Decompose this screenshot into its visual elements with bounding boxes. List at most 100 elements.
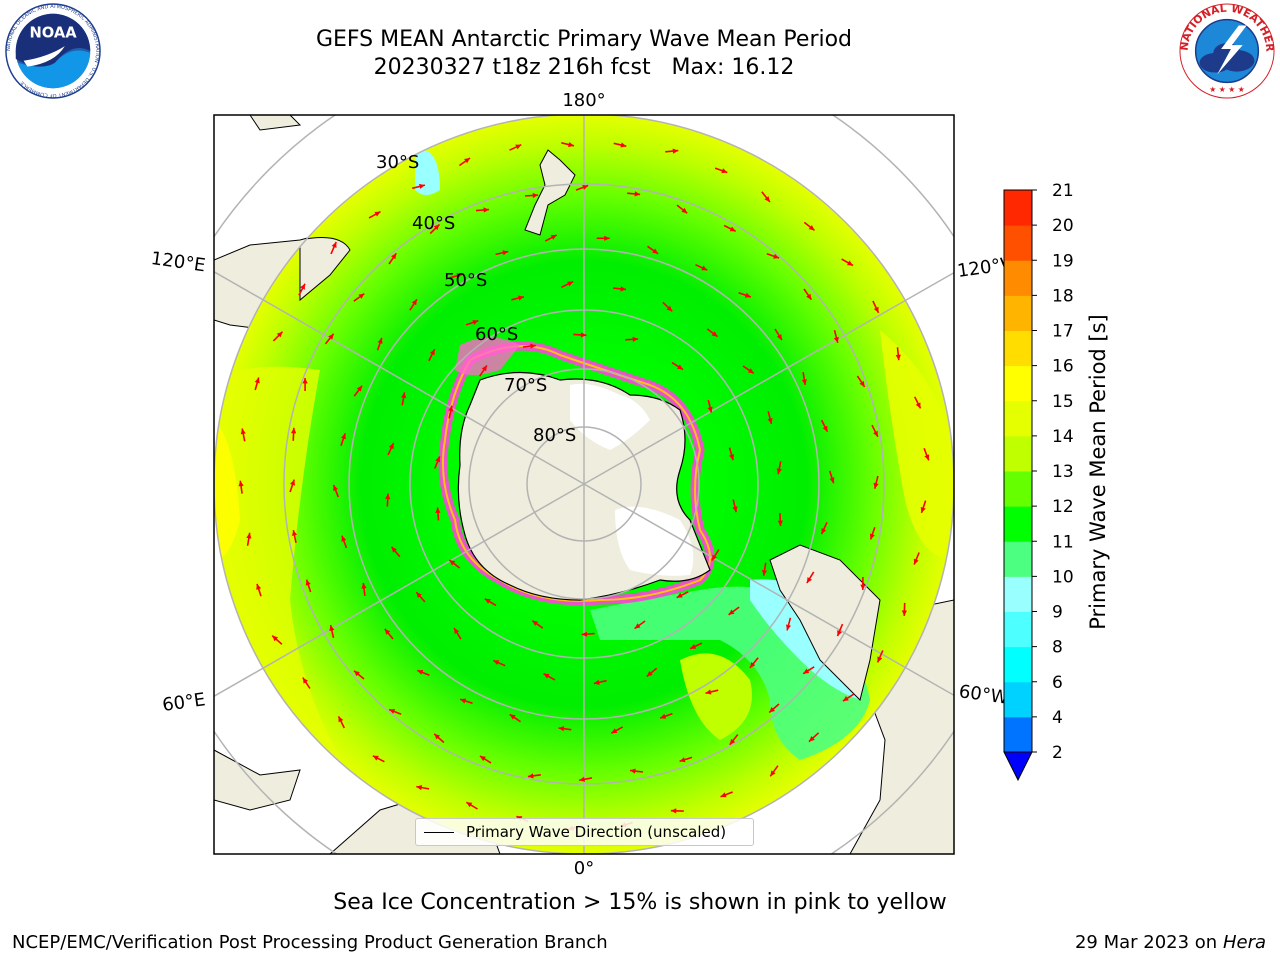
wave-direction-arrow-head: [901, 610, 907, 616]
wave-direction-arrow-head: [604, 235, 610, 241]
wave-direction-arrow-head: [429, 349, 435, 356]
colorbar-segment: [1004, 365, 1032, 402]
colorbar-segment: [1004, 611, 1032, 648]
wave-direction-arrow-head: [401, 392, 407, 399]
wave-direction-arrow-head: [493, 660, 500, 665]
wave-direction-arrow-head: [786, 624, 791, 631]
wave-direction-arrow-head: [701, 265, 708, 271]
wave-direction-arrow-head: [509, 714, 516, 720]
colorbar: 2 4 6 8 9 10 11 12 13 14 15 16 17 18 19 20 21: [1003, 181, 1074, 782]
wave-direction-arrow-head: [302, 378, 308, 384]
colorbar-tick-label: 8: [1052, 638, 1063, 658]
wave-direction-arrow-head: [388, 443, 394, 450]
wave-direction-arrow-head: [411, 299, 417, 306]
wave-direction-arrow-head: [558, 726, 565, 732]
footer-credit: NCEP/EMC/Verification Post Processing Pr…: [12, 932, 608, 953]
wave-direction-arrow-head: [567, 281, 574, 287]
wave-direction-arrow-head: [532, 620, 539, 626]
lon-label-120e: 120°E: [150, 248, 207, 276]
colorbar-segment: [1004, 471, 1032, 507]
wave-direction-arrow-head: [276, 331, 283, 338]
lat-label-70s: 70°S: [504, 375, 547, 396]
footer-host: Hera: [1222, 932, 1266, 953]
wave-direction-arrow-head: [676, 592, 683, 598]
colorbar-tick-label: 10: [1052, 567, 1074, 587]
wave-direction-arrow-head: [777, 520, 783, 527]
wave-direction-arrow-head: [579, 776, 585, 782]
wave-direction-arrow-head: [646, 671, 653, 677]
noaa-text: NOAA: [29, 24, 77, 41]
wave-direction-arrow-head: [632, 336, 639, 342]
lon-label-0: 0°: [574, 858, 594, 879]
colorbar-tick-label: 6: [1052, 673, 1063, 693]
wave-direction-arrow-head: [913, 558, 919, 565]
map-frame: [213, 114, 955, 855]
wave-direction-arrow-head: [729, 454, 735, 461]
wave-direction-arrow-head: [620, 142, 627, 148]
nws-logo: NATIONAL WEATHER SERVICE ★ ★ ★ ★: [1178, 2, 1276, 99]
wave-direction-arrow-head: [670, 808, 677, 814]
wave-direction-arrow-head: [652, 248, 659, 254]
colorbar-tick-label: 14: [1052, 427, 1074, 447]
sea-ice-caption: Sea Ice Concentration > 15% is shown in …: [333, 890, 947, 915]
wave-direction-arrow-head: [806, 293, 812, 300]
chart-title: GEFS MEAN Antarctic Primary Wave Mean Pe…: [0, 26, 1168, 82]
colorbar-segment: [1004, 435, 1032, 472]
wave-direction-arrow-head: [530, 343, 536, 349]
wave-direction-arrow-head: [435, 507, 441, 513]
wave-direction-arrow-head: [454, 628, 460, 634]
wave-direction-arrow-head: [705, 689, 712, 695]
wave-direction-arrow-head: [764, 196, 770, 202]
colorbar-segment: [1004, 190, 1032, 226]
wave-direction-arrow-head: [300, 283, 305, 290]
wave-direction-arrow-head: [464, 158, 470, 164]
colorbar-tick-label: 17: [1052, 322, 1074, 342]
wave-direction-arrow-head: [272, 635, 278, 642]
wave-direction-arrow-head: [877, 656, 883, 663]
wave-direction-arrow-head: [518, 295, 524, 301]
footer-date: 29 Mar 2023 on Hera: [1075, 932, 1266, 953]
lat-label-80s: 80°S: [533, 425, 576, 446]
wave-direction-arrow-head: [377, 337, 383, 344]
wave-direction-arrow-head: [484, 598, 491, 604]
wave-direction-arrow-head: [672, 148, 679, 154]
wave-direction-arrow-head: [611, 728, 618, 734]
wave-direction-arrow-head: [433, 224, 440, 231]
wave-direction-arrow-head: [356, 385, 363, 392]
wave-direction-arrow-head: [417, 670, 424, 675]
wave-direction-arrow-head: [859, 380, 865, 387]
wave-direction-arrow-head: [924, 454, 930, 461]
wave-direction-arrow-head: [372, 755, 379, 761]
colorbar-segment: [1004, 225, 1032, 261]
wave-direction-arrow-head: [256, 583, 262, 590]
wave-direction-arrow-head: [809, 736, 815, 742]
wave-direction-arrow-head: [860, 584, 866, 590]
wave-direction-arrow-head: [291, 427, 297, 434]
colorbar-tick-label: 21: [1052, 181, 1074, 201]
wave-direction-arrow-head: [527, 773, 534, 779]
wave-direction-arrow-head: [384, 628, 391, 635]
wave-direction-arrow-head: [361, 583, 367, 589]
wave-direction-arrow-head: [732, 506, 738, 513]
colorbar-segment: [1004, 330, 1032, 367]
wave-direction-arrow-head: [532, 192, 539, 199]
wave-direction-arrow-head: [895, 354, 901, 361]
wave-direction-arrow-head: [374, 211, 381, 217]
lat-label-40s: 40°S: [412, 213, 455, 234]
colorbar-tick-label: 20: [1052, 216, 1074, 236]
wave-direction-arrow-head: [744, 292, 751, 298]
wave-direction-arrow-head: [466, 802, 473, 808]
wave-direction-arrow-head: [806, 577, 812, 583]
wave-direction-arrow-head: [550, 234, 557, 240]
wave-direction-arrow-head: [460, 698, 467, 704]
wave-direction-arrow-head: [483, 207, 489, 213]
wave-direction-arrow-head: [915, 402, 921, 409]
wave-direction-arrow-head: [620, 286, 626, 292]
wave-direction-arrow-head: [729, 226, 736, 232]
wave-direction-arrow-head: [449, 560, 456, 566]
wave-direction-arrow-head: [291, 530, 297, 536]
map-legend: Primary Wave Direction (unscaled): [415, 818, 754, 846]
wave-direction-arrow-head: [776, 334, 782, 341]
legend-line-swatch: [424, 832, 454, 833]
